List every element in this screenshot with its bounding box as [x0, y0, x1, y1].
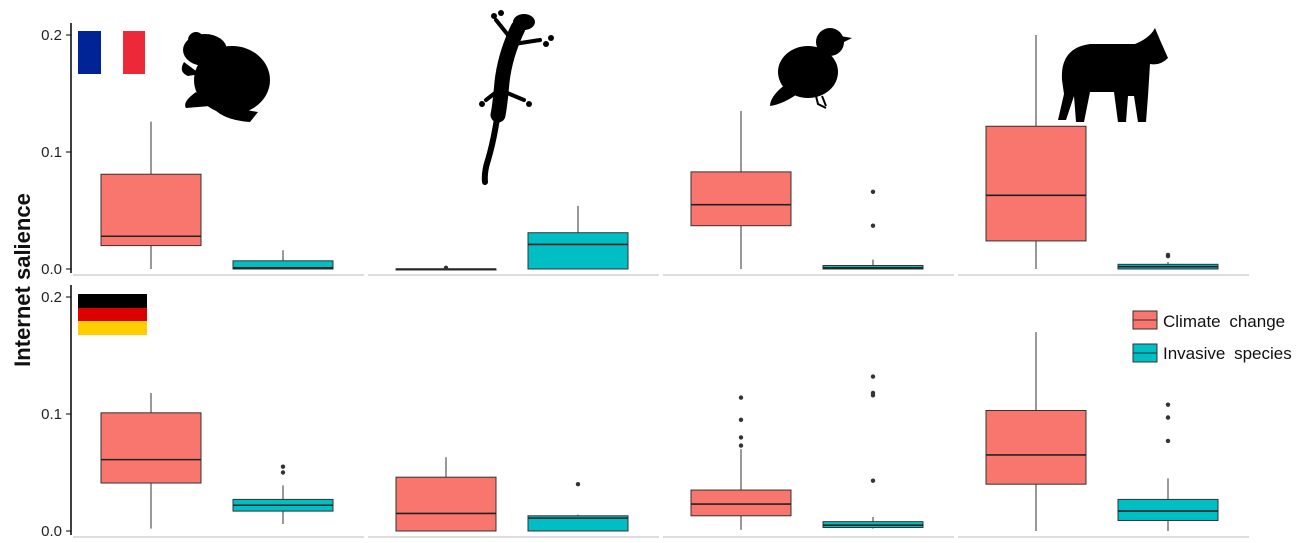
plot-area: 0.0 0.1 0.2 0.0 0.1 0.2 [41, 23, 1249, 540]
wolf-icon [1058, 28, 1168, 122]
outlier-point-invasive-species [870, 189, 876, 194]
legend-label-climate-change: Climate change [1163, 312, 1285, 331]
y-tick-label: 0.2 [41, 27, 62, 44]
bird-icon [770, 28, 852, 109]
outlier-point-invasive-species [870, 478, 876, 483]
box-climate-change [985, 125, 1087, 242]
y-tick-label: 0.0 [41, 261, 62, 278]
box-climate-change [690, 171, 792, 227]
box-climate-change [100, 412, 202, 484]
box-climate-change [985, 409, 1087, 485]
outlier-point-invasive-species [575, 482, 581, 487]
y-tick-label: 0.0 [41, 523, 62, 540]
outlier-point-climate-change [738, 443, 744, 448]
outlier-point-invasive-species [870, 390, 876, 396]
outlier-point-climate-change [738, 417, 744, 423]
outlier-point-invasive-species [1165, 402, 1171, 407]
box-climate-change [395, 476, 497, 532]
box-climate-change [100, 173, 202, 247]
box-invasive-species [232, 260, 334, 270]
box-invasive-species [1117, 498, 1219, 521]
box-invasive-species [527, 515, 629, 532]
outlier-point-invasive-species [280, 464, 286, 469]
outlier-point-climate-change [738, 435, 744, 440]
box-invasive-species [527, 232, 629, 270]
lizard-icon [479, 10, 554, 185]
legend-label-invasive-species: Invasive species [1163, 344, 1292, 363]
outlier-point-invasive-species [870, 374, 876, 379]
outlier-point-invasive-species [1165, 438, 1171, 444]
outlier-point-invasive-species [1165, 415, 1171, 420]
germany-flag [78, 294, 147, 335]
box-climate-change [690, 489, 792, 517]
outlier-point-invasive-species [280, 470, 286, 475]
frog-icon [181, 32, 270, 122]
y-axis-title: Internet salience [10, 193, 35, 367]
y-tick-label: 0.1 [41, 406, 62, 423]
outlier-point-invasive-species [1165, 252, 1171, 258]
outlier-point-climate-change [738, 395, 744, 400]
legend: Climate change Invasive species [1132, 310, 1292, 363]
france-flag [78, 31, 145, 74]
outlier-point-invasive-species [870, 223, 876, 228]
y-tick-label: 0.1 [41, 144, 62, 161]
outlier-point-climate-change [443, 265, 449, 271]
y-tick-label: 0.2 [41, 289, 62, 306]
